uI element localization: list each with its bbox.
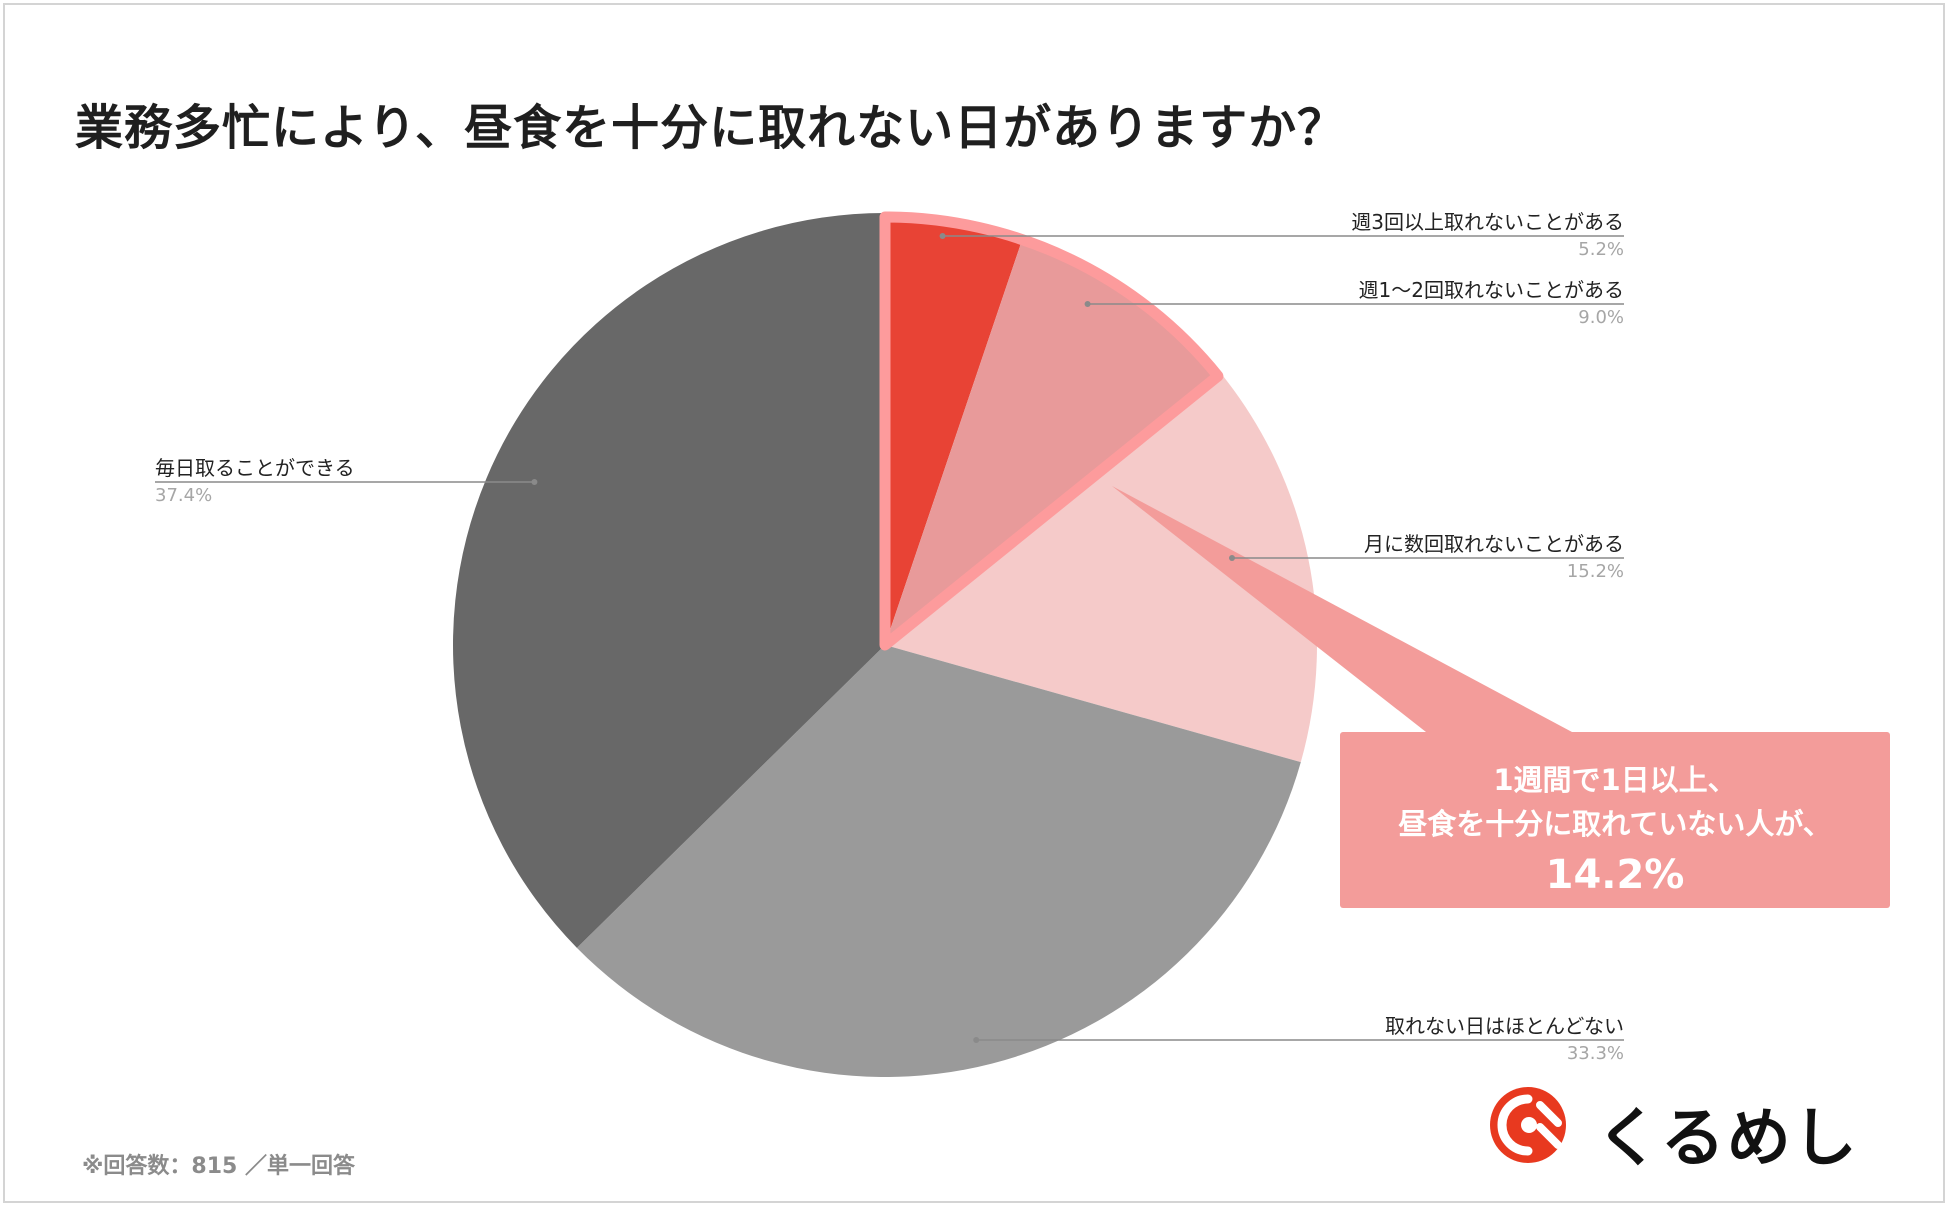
highlight-outline (879, 211, 1224, 651)
leader-lines (155, 233, 1624, 1043)
pie-slice-1 (885, 213, 1024, 645)
slice-value-2: 9.0% (1578, 307, 1624, 328)
brand-logo: くるめし (1488, 1085, 1898, 1176)
leader-dot-3 (1229, 555, 1236, 561)
callout-line2: 昼食を十分に取れていない人が、 (1398, 807, 1832, 841)
callout-pointer (1112, 486, 1572, 732)
kurumeshi-logo-icon (1490, 1087, 1566, 1163)
pie-slice-2 (885, 235, 1222, 646)
chart-title: 業務多忙により、昼食を十分に取れない日がありますか？ (75, 100, 1347, 156)
leader-dot-1 (939, 233, 946, 239)
pie-slice-5 (453, 213, 885, 948)
slice-value-1: 5.2% (1578, 239, 1624, 260)
slice-label-5: 毎日取ることができる (155, 456, 355, 480)
pie-slices (453, 213, 1317, 1077)
slice-label-4: 取れない日はほとんどない (1385, 1014, 1624, 1038)
pie-slice-3 (885, 373, 1317, 763)
callout-line1: 1週間で1日以上、 (1493, 763, 1737, 797)
slice-value-4: 33.3% (1567, 1043, 1624, 1064)
slice-label-3: 月に数回取れないことがある (1364, 532, 1624, 556)
slice-labels: 週3回以上取れないことがある 5.2% 週1〜2回取れないことがある 9.0% 月に数回… (155, 210, 1624, 1064)
leader-dot-2 (1084, 301, 1091, 307)
slice-label-2: 週1〜2回取れないことがある (1359, 278, 1624, 302)
leader-dot-5 (531, 479, 538, 485)
slice-label-1: 週3回以上取れないことがある (1351, 210, 1624, 234)
slice-value-3: 15.2% (1567, 561, 1624, 582)
slice-value-5: 37.4% (155, 485, 212, 506)
leader-dot-4 (973, 1037, 980, 1043)
callout-box: 1週間で1日以上、 昼食を十分に取れていない人が、 14.2% (1340, 732, 1890, 908)
brand-name: くるめし (1596, 1102, 1859, 1176)
footnote: ※回答数：815 ／単一回答 (82, 1154, 355, 1179)
callout-value: 14.2% (1545, 852, 1685, 898)
pie-slice-4 (576, 645, 1301, 1077)
